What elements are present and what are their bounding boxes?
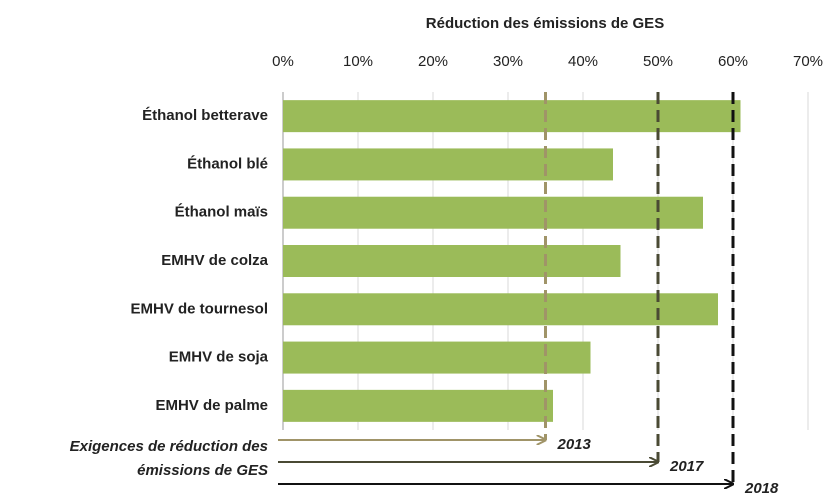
y-tick-label: Éthanol maïs <box>175 204 268 221</box>
annotation: émissions de GES <box>137 462 268 479</box>
threshold-label: 2018 <box>744 480 779 493</box>
y-tick-label: Éthanol betterave <box>142 107 268 124</box>
bar <box>283 245 621 277</box>
x-tick-label: 30% <box>493 53 523 70</box>
chart-title: Réduction des émissions de GES <box>426 15 664 32</box>
bar <box>283 148 613 181</box>
bar <box>283 293 718 326</box>
bar <box>283 389 553 422</box>
y-tick-label: EMHV de palme <box>155 397 268 414</box>
x-tick-label: 0% <box>272 53 294 70</box>
x-tick-label: 60% <box>718 53 748 70</box>
threshold-label: 2017 <box>669 458 704 475</box>
bar <box>283 341 591 374</box>
y-tick-label: EMHV de colza <box>161 252 268 269</box>
bar <box>283 196 703 229</box>
bar <box>283 100 741 133</box>
x-tick-label: 10% <box>343 53 373 70</box>
y-tick-label: EMHV de tournesol <box>130 300 268 317</box>
x-tick-label: 20% <box>418 53 448 70</box>
y-tick-label: Éthanol blé <box>187 155 268 172</box>
threshold-label: 2013 <box>557 436 592 453</box>
annotation: Exigences de réduction des <box>70 438 268 455</box>
x-tick-label: 50% <box>643 53 673 70</box>
y-tick-label: EMHV de soja <box>169 349 269 366</box>
x-tick-label: 70% <box>793 53 823 70</box>
x-tick-label: 40% <box>568 53 598 70</box>
